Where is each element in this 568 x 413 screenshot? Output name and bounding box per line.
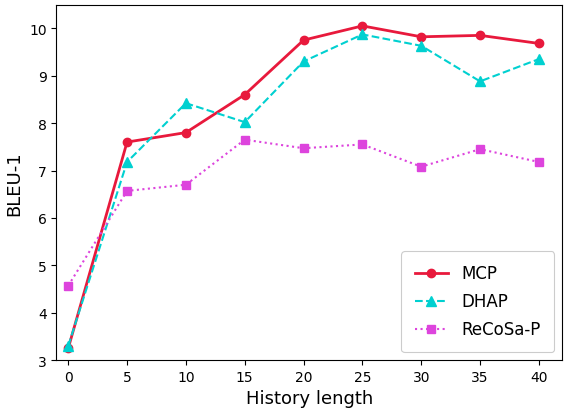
- DHAP: [536, 57, 542, 62]
- ReCoSa-P: [477, 147, 483, 152]
- MCP: [124, 140, 131, 145]
- DHAP: [477, 80, 483, 85]
- Legend: MCP, DHAP, ReCoSa-P: MCP, DHAP, ReCoSa-P: [402, 252, 554, 352]
- MCP: [241, 93, 248, 98]
- X-axis label: History length: History length: [246, 389, 373, 408]
- ReCoSa-P: [300, 146, 307, 151]
- DHAP: [65, 344, 72, 349]
- DHAP: [124, 160, 131, 165]
- MCP: [65, 346, 72, 351]
- ReCoSa-P: [536, 160, 542, 165]
- MCP: [359, 24, 366, 29]
- DHAP: [300, 60, 307, 65]
- Line: MCP: MCP: [64, 23, 543, 353]
- DHAP: [359, 33, 366, 38]
- Line: DHAP: DHAP: [64, 31, 544, 351]
- MCP: [536, 42, 542, 47]
- ReCoSa-P: [359, 142, 366, 147]
- MCP: [300, 38, 307, 43]
- DHAP: [182, 102, 189, 107]
- ReCoSa-P: [65, 284, 72, 289]
- MCP: [418, 35, 425, 40]
- Y-axis label: BLEU-1: BLEU-1: [6, 151, 23, 215]
- MCP: [182, 131, 189, 136]
- ReCoSa-P: [182, 183, 189, 188]
- ReCoSa-P: [418, 165, 425, 170]
- DHAP: [241, 120, 248, 125]
- Line: ReCoSa-P: ReCoSa-P: [64, 136, 543, 290]
- MCP: [477, 34, 483, 39]
- DHAP: [418, 44, 425, 49]
- ReCoSa-P: [241, 138, 248, 143]
- ReCoSa-P: [124, 189, 131, 194]
